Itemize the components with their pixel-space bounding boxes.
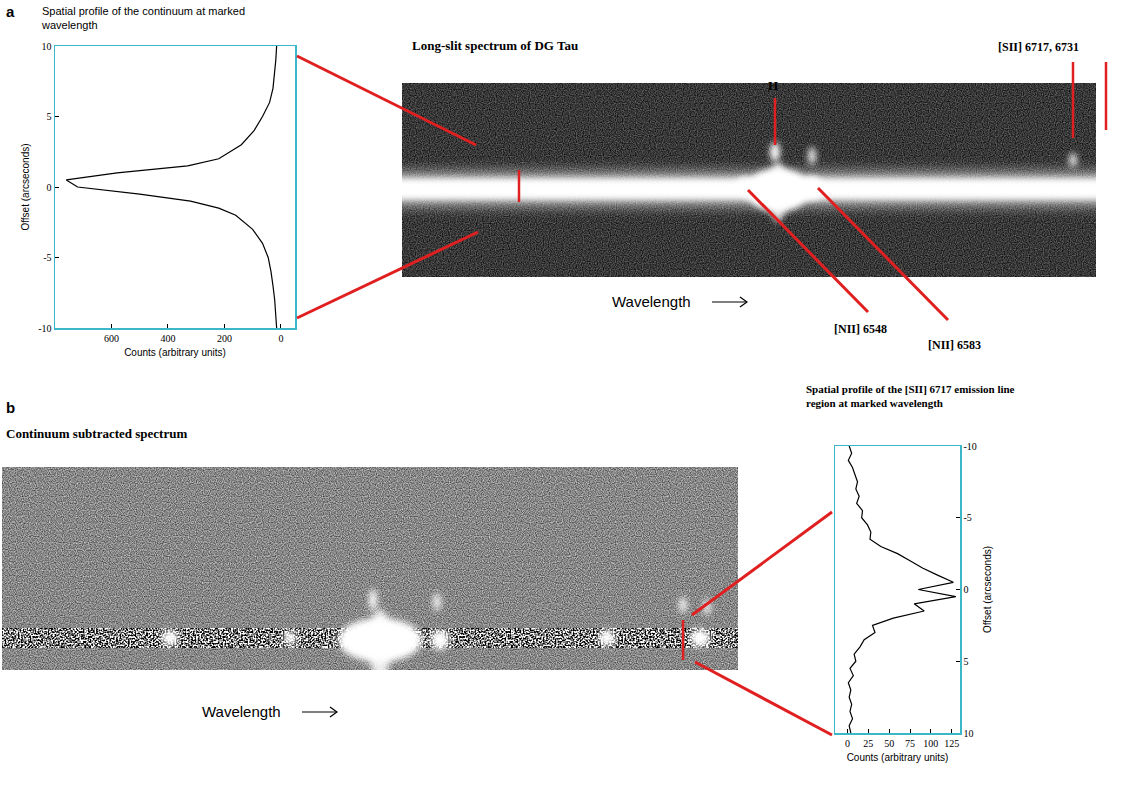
svg-text:10: 10 <box>42 41 52 52</box>
svg-text:50: 50 <box>884 738 894 749</box>
html-text:H: H <box>768 78 779 93</box>
svg-text:0: 0 <box>47 182 52 193</box>
svg-text:-5: -5 <box>964 512 972 523</box>
svg-text:Offset (arcseconds): Offset (arcseconds) <box>982 546 993 633</box>
svg-text:400: 400 <box>160 333 175 344</box>
svg-text:5: 5 <box>964 656 969 667</box>
html-text:Long-slit spectrum of DG Tau: Long-slit spectrum of DG Tau <box>412 38 579 53</box>
svg-text:600: 600 <box>104 333 119 344</box>
html-text:[SII] 6717, 6731: [SII] 6717, 6731 <box>998 40 1079 54</box>
svg-text:Offset (arcseconds): Offset (arcseconds) <box>20 143 31 230</box>
svg-text:0: 0 <box>278 333 283 344</box>
svg-text:200: 200 <box>217 333 232 344</box>
svg-text:Counts (arbitrary units): Counts (arbitrary units) <box>124 347 226 358</box>
html-text:[NII] 6583: [NII] 6583 <box>928 338 981 352</box>
html-text:b: b <box>6 399 16 416</box>
html-text:Continuum subtracted spectrum: Continuum subtracted spectrum <box>6 426 188 441</box>
svg-text:75: 75 <box>905 738 915 749</box>
svg-text:0: 0 <box>964 584 969 595</box>
html-text:Spatial profile of the continu: Spatial profile of the continuum at mark… <box>42 5 245 31</box>
html-text:a: a <box>6 3 15 20</box>
svg-text:5: 5 <box>47 111 52 122</box>
html-text:[NII] 6548: [NII] 6548 <box>834 322 887 336</box>
svg-text:-5: -5 <box>43 252 51 263</box>
svg-text:-10: -10 <box>964 441 977 452</box>
svg-text:125: 125 <box>944 738 959 749</box>
svg-text:-10: -10 <box>38 323 51 334</box>
svg-text:100: 100 <box>923 738 938 749</box>
svg-text:0: 0 <box>845 738 850 749</box>
html-text:Wavelength: Wavelength <box>202 703 281 720</box>
svg-text:25: 25 <box>863 738 873 749</box>
svg-text:Counts (arbitrary units): Counts (arbitrary units) <box>847 752 949 763</box>
html-text:Spatial profile of the [SII] 6: Spatial profile of the [SII] 6717 emissi… <box>806 383 1015 409</box>
svg-text:10: 10 <box>964 728 974 739</box>
html-text:Wavelength: Wavelength <box>612 293 691 310</box>
